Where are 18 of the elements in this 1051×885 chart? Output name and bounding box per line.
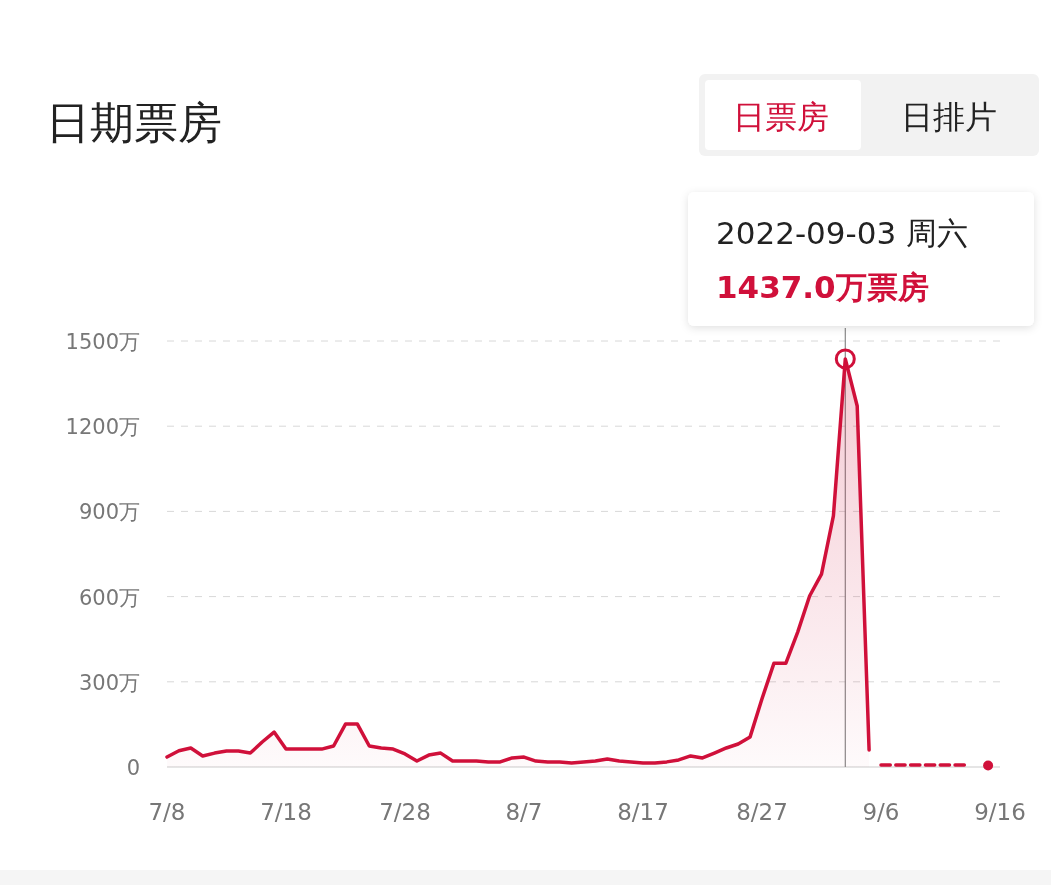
text: 日排片 [901,98,997,136]
x-tick-label: 8/17 [617,799,669,825]
x-tick-label: 9/16 [974,799,1026,825]
y-tick-label: 1500万 [65,330,140,354]
x-tick-label: 8/27 [736,799,788,825]
x-tick-label: 7/28 [379,799,431,825]
x-tick-label: 7/8 [148,799,186,825]
y-tick-label: 900万 [78,500,140,525]
x-tick-label: 9/6 [862,799,900,825]
annotation: 2022-09-03 周六 1437.0万票房 [716,215,969,305]
y-tick-label: 1200万 [65,415,140,440]
text: 日票房 [733,98,829,136]
chart-title: 日期票房 [46,97,222,148]
x-tick-label: 8/7 [505,799,543,825]
x-tick-label: 7/18 [260,799,312,825]
y-tick-label: 0 [126,756,140,780]
y-tick-label: 600万 [78,585,140,610]
y-tick-label: 300万 [78,670,140,695]
